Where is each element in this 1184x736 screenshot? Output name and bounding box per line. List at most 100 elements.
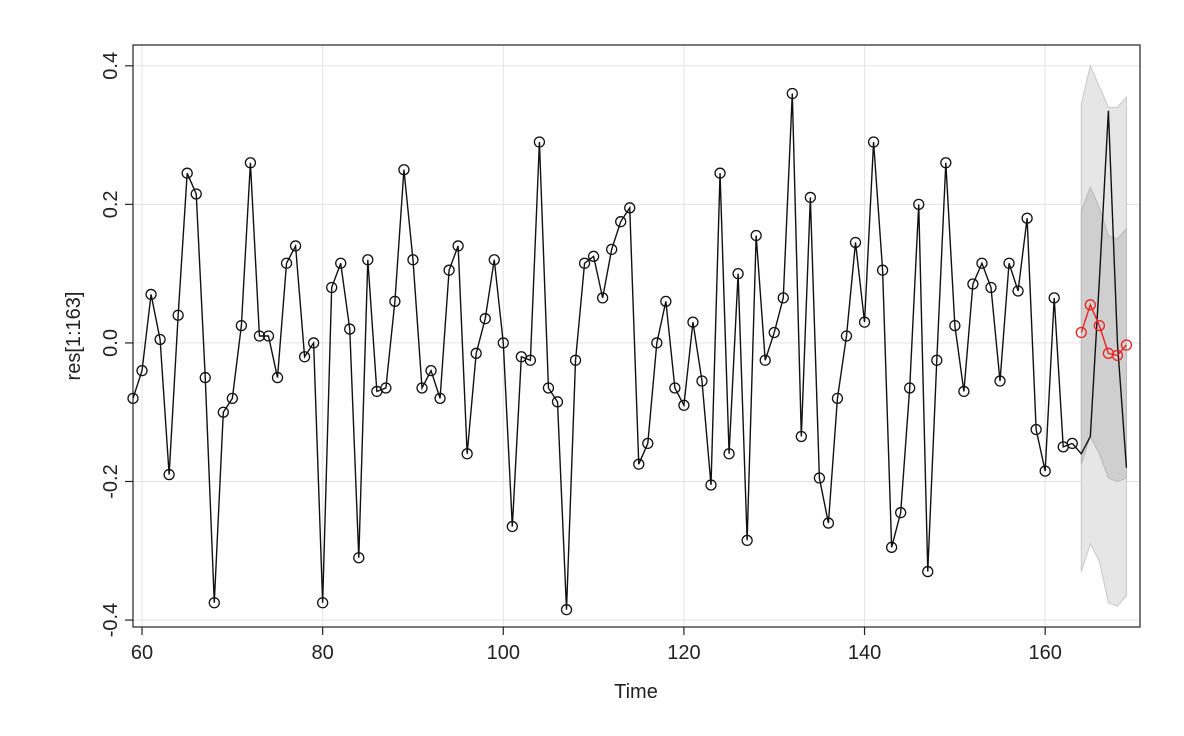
observed-point-73 — [253, 330, 266, 342]
observed-point-61 — [145, 288, 157, 301]
y-tick-label-1: -0.2 — [100, 464, 122, 498]
observed-point-129 — [759, 354, 771, 366]
observed-point-100 — [497, 337, 509, 349]
observed-point-122 — [696, 375, 708, 387]
observed-point-93 — [434, 392, 446, 405]
observed-point-70 — [226, 392, 238, 405]
observed-point-79 — [307, 337, 320, 349]
observed-point-128 — [750, 229, 762, 242]
observed-point-114 — [624, 202, 636, 214]
observed-point-67 — [199, 371, 211, 384]
observed-point-117 — [651, 337, 663, 349]
observed-point-126 — [732, 267, 744, 280]
y-tick-label-4: 0.4 — [100, 52, 122, 80]
observed-point-123 — [705, 479, 717, 491]
observed-point-81 — [326, 281, 338, 294]
observed-point-62 — [154, 333, 166, 346]
observed-point-125 — [723, 448, 735, 460]
observed-point-127 — [741, 534, 753, 547]
observed-point-154 — [985, 281, 997, 294]
simulated-path-line — [1071, 110, 1128, 468]
observed-point-63 — [163, 468, 175, 481]
observed-point-74 — [262, 330, 275, 342]
observed-point-118 — [660, 295, 672, 308]
observed-point-147 — [922, 565, 934, 578]
x-axis: 60 80 100 120 140 160 — [131, 627, 1062, 664]
observed-point-148 — [931, 354, 943, 366]
observed-point-151 — [958, 385, 970, 398]
x-axis-title: Time — [614, 681, 658, 703]
observed-point-96 — [461, 448, 473, 460]
observed-point-64 — [172, 309, 184, 321]
observed-point-160 — [1039, 465, 1051, 477]
observed-point-60 — [136, 364, 148, 377]
observed-point-103 — [524, 354, 537, 366]
observed-point-78 — [298, 351, 311, 363]
x-tick-label-3: 120 — [667, 642, 700, 664]
observed-point-80 — [317, 597, 329, 609]
plot-frame — [132, 44, 1141, 628]
observed-point-124 — [714, 167, 726, 179]
observed-point-108 — [569, 354, 582, 366]
observed-point-112 — [606, 243, 618, 256]
observed-point-132 — [786, 87, 798, 100]
observed-point-158 — [1021, 212, 1033, 224]
observed-point-146 — [913, 198, 925, 211]
observed-point-113 — [615, 216, 627, 228]
observed-point-156 — [1003, 257, 1015, 269]
observed-point-153 — [976, 257, 988, 269]
forecast-point-165 — [1084, 299, 1096, 311]
observed-point-142 — [876, 264, 889, 276]
observed-point-144 — [895, 507, 907, 519]
forecast-point-169 — [1120, 339, 1133, 351]
observed-point-95 — [452, 240, 464, 252]
observed-line — [132, 93, 1073, 610]
forecast-point-166 — [1093, 319, 1106, 332]
observed-point-135 — [813, 472, 826, 484]
observed-point-89 — [398, 164, 410, 176]
observed-point-136 — [822, 517, 835, 529]
observed-point-145 — [904, 382, 916, 394]
observed-point-92 — [425, 364, 437, 377]
prediction-bands — [1080, 64, 1127, 607]
observed-point-68 — [208, 597, 220, 609]
observed-point-66 — [190, 188, 202, 200]
forecast-series — [1075, 299, 1133, 362]
observed-point-71 — [235, 319, 248, 332]
observed-point-140 — [858, 316, 871, 328]
y-tick-label-3: 0.2 — [100, 190, 122, 218]
y-tick-label-0: -0.4 — [100, 603, 122, 637]
observed-point-82 — [335, 257, 347, 269]
x-tick-label-0: 60 — [131, 642, 153, 664]
forecast-point-164 — [1075, 326, 1087, 339]
x-tick-label-1: 80 — [312, 642, 334, 664]
observed-point-76 — [280, 257, 293, 269]
observed-point-138 — [840, 330, 853, 342]
observed-point-110 — [587, 250, 600, 262]
x-tick-label-5: 160 — [1028, 642, 1061, 664]
observed-point-88 — [389, 295, 401, 308]
observed-point-152 — [967, 278, 979, 290]
observed-point-116 — [642, 437, 654, 450]
observed-point-157 — [1012, 285, 1024, 297]
observed-point-141 — [867, 136, 880, 148]
observed-point-84 — [353, 552, 365, 564]
forecast-point-168 — [1111, 349, 1124, 362]
observed-point-77 — [289, 240, 302, 252]
observed-point-90 — [407, 254, 419, 266]
y-axis-title: res[1:163] — [63, 292, 85, 381]
observed-point-131 — [777, 292, 789, 304]
observed-point-155 — [994, 375, 1006, 387]
observed-point-87 — [380, 382, 392, 394]
observed-point-115 — [633, 458, 645, 470]
observed-point-98 — [479, 313, 491, 325]
observed-point-159 — [1030, 423, 1042, 436]
observed-point-65 — [181, 167, 193, 179]
observed-point-121 — [687, 316, 699, 328]
observed-point-134 — [804, 191, 817, 204]
observed-point-91 — [416, 382, 428, 394]
observed-point-163 — [1066, 437, 1078, 450]
observed-point-137 — [831, 392, 844, 405]
observed-point-130 — [768, 326, 780, 339]
